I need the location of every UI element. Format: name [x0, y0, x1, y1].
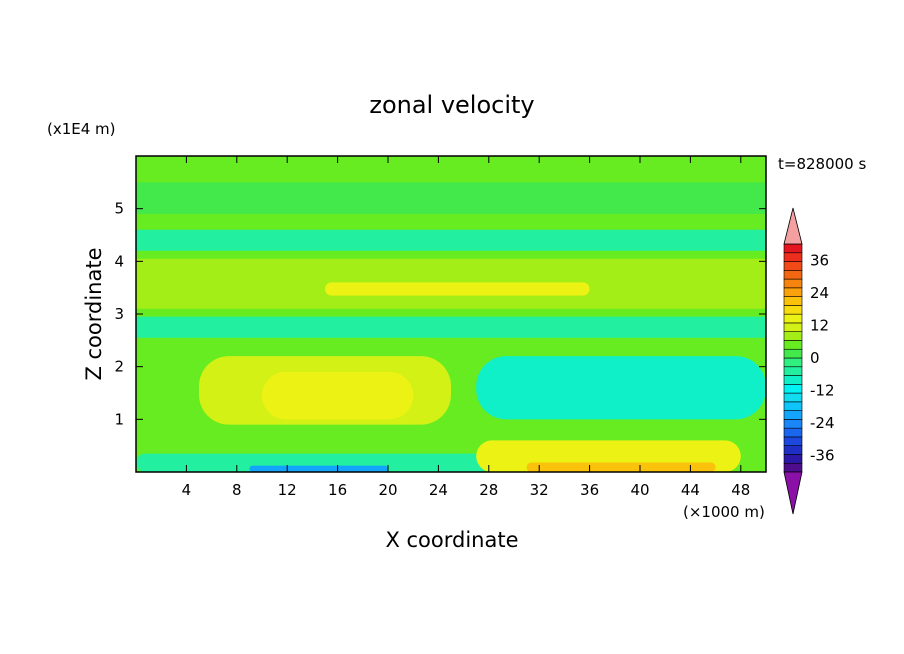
colorbar-swatch [783, 287, 803, 297]
contour-region-cyan-bottom-left [136, 453, 489, 472]
colorbar-tick-label: -24 [810, 414, 835, 432]
x-axis-label: X coordinate [385, 528, 518, 552]
colorbar-swatch [783, 366, 803, 376]
colorbar-swatch [783, 296, 803, 306]
y-tick-label: 2 [114, 358, 124, 376]
time-label: t=828000 s [778, 155, 866, 173]
x-tick-label: 36 [580, 481, 599, 499]
colorbar-swatch [783, 445, 803, 455]
colorbar-swatch [783, 427, 803, 438]
contour-region-yellow-green-3.5 [325, 282, 590, 296]
colorbar-swatch [783, 462, 803, 473]
colorbar-swatch [783, 410, 803, 420]
colorbar-swatch [783, 454, 803, 464]
colorbar-swatch [783, 331, 803, 341]
x-tick-label: 44 [681, 481, 700, 499]
x-tick-label: 8 [232, 481, 242, 499]
colorbar-swatch [783, 243, 803, 254]
colorbar-tick-label: 24 [810, 284, 829, 302]
x-tick-label: 28 [479, 481, 498, 499]
colorbar: 36 24 12 0 -12 -24 -36 [783, 207, 835, 515]
colorbar-tick-label: -12 [810, 382, 835, 400]
colorbar-swatch [783, 340, 803, 350]
y-unit-label: (x1E4 m) [47, 120, 116, 138]
x-tick-label: 48 [731, 481, 750, 499]
colorbar-swatch [783, 419, 803, 429]
x-tick-label: 4 [182, 481, 192, 499]
x-tick-label: 16 [328, 481, 347, 499]
y-tick-label: 5 [114, 200, 124, 218]
contour-region-upper-band-light [136, 182, 766, 214]
x-tick-label: 12 [278, 481, 297, 499]
colorbar-swatch [783, 348, 803, 359]
contour-region-cyan-blob-right [476, 356, 766, 420]
colorbar-swatch [783, 252, 803, 262]
x-unit-label: (×1000 m) [683, 503, 765, 521]
x-tick-label: 32 [530, 481, 549, 499]
colorbar-tick-label: 36 [810, 251, 829, 269]
colorbar-swatch [783, 278, 803, 289]
colorbar-tick-label: -36 [810, 447, 835, 465]
contour-region-orange-bottom-core [526, 462, 716, 472]
colorbar-swatch [783, 305, 803, 315]
colorbar-swatch [783, 401, 803, 411]
x-tick-label: 20 [378, 481, 397, 499]
colorbar-under-arrow [783, 471, 803, 515]
contour-region-blue-bottom-core [249, 465, 388, 472]
y-tick-label: 1 [114, 410, 124, 428]
colorbar-swatch [783, 357, 803, 368]
colorbar-over-arrow [783, 207, 803, 245]
colorbar-swatch [783, 270, 803, 280]
colorbar-swatch [783, 392, 803, 403]
y-tick-label: 3 [114, 305, 124, 323]
y-tick-label: 4 [114, 252, 124, 270]
contour-region-yellow-core [262, 371, 414, 420]
colorbar-swatch [783, 384, 803, 394]
colorbar-swatch [783, 322, 803, 332]
colorbar-swatch [783, 261, 803, 271]
x-tick-label: 40 [630, 481, 649, 499]
contour-region-cyan-band-4.4 [136, 229, 766, 251]
colorbar-swatch [783, 313, 803, 324]
colorbar-swatch [783, 375, 803, 385]
y-axis-label: Z coordinate [82, 247, 106, 380]
colorbar-swatch [783, 436, 803, 446]
colorbar-tick-label: 0 [810, 349, 820, 367]
contour-region-cyan-band-2.8 [136, 316, 766, 338]
x-tick-label: 24 [429, 481, 448, 499]
contour-region-top-green [136, 156, 766, 178]
colorbar-tick-label: 12 [810, 316, 829, 334]
chart-title: zonal velocity [369, 91, 534, 119]
